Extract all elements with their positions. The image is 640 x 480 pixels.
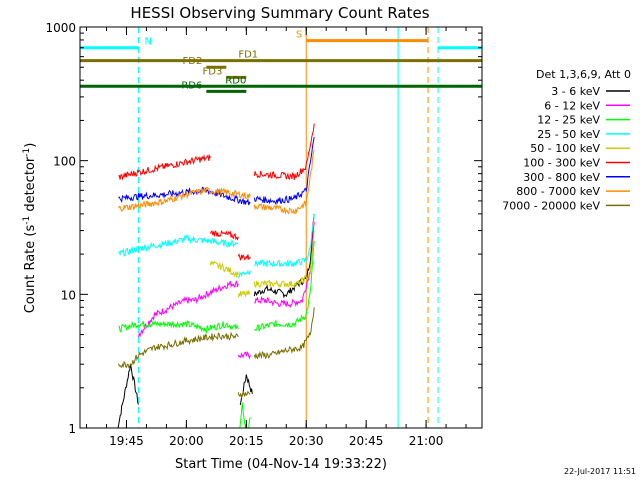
series-line bbox=[237, 390, 251, 399]
legend-label: 12 - 25 keV bbox=[537, 114, 600, 127]
event-markers bbox=[137, 27, 439, 428]
series-line bbox=[253, 307, 315, 360]
legend-label: 100 - 300 keV bbox=[523, 157, 600, 170]
flag-label: RD6 bbox=[181, 80, 202, 91]
series-line bbox=[118, 319, 239, 335]
flag-label: FD3 bbox=[203, 66, 223, 77]
series-line bbox=[118, 186, 251, 206]
legend-label: 7000 - 20000 keV bbox=[502, 199, 600, 212]
y-axis-label-c: ) bbox=[23, 143, 38, 148]
series-line bbox=[253, 137, 315, 206]
legend-label: 300 - 800 keV bbox=[523, 171, 600, 184]
flag-label: S bbox=[296, 30, 302, 41]
y-tick-label: 100 bbox=[53, 155, 76, 169]
x-tick-label: 20:15 bbox=[229, 434, 264, 448]
series-line bbox=[138, 280, 239, 338]
x-tick-label: 19:45 bbox=[109, 434, 144, 448]
flag-label: RD0 bbox=[225, 75, 246, 86]
x-tick-label: 20:45 bbox=[349, 434, 384, 448]
series-line bbox=[118, 234, 239, 258]
y-axis-label-a: Count Rate (s bbox=[23, 225, 38, 314]
series-line bbox=[254, 241, 315, 332]
x-tick-label: 20:30 bbox=[289, 434, 324, 448]
x-axis-ticks: 19:45 20:00 20:15 20:30 20:45 21:00 bbox=[86, 27, 467, 448]
x-tick-label: 21:00 bbox=[409, 434, 444, 448]
series-line bbox=[237, 268, 251, 280]
series-line bbox=[253, 149, 315, 215]
series-7 bbox=[118, 149, 315, 215]
series-line bbox=[254, 213, 315, 268]
chart-title: HESSI Observing Summary Count Rates bbox=[130, 4, 429, 22]
series-3 bbox=[118, 213, 315, 280]
series-line bbox=[209, 260, 239, 278]
series-1 bbox=[138, 221, 315, 360]
x-axis-label: Start Time (04-Nov-14 19:33:22) bbox=[175, 457, 387, 472]
series-line bbox=[254, 221, 315, 308]
series-0 bbox=[116, 213, 315, 429]
flag-label: FD2 bbox=[183, 56, 203, 67]
series-4 bbox=[209, 230, 315, 298]
legend-label: 25 - 50 keV bbox=[537, 128, 600, 141]
legend-label: 50 - 100 keV bbox=[530, 142, 600, 155]
series-2 bbox=[118, 241, 315, 429]
y-axis-label: Count Rate (s-1 detector-1) bbox=[22, 143, 38, 314]
y-tick-label: 1 bbox=[68, 422, 76, 436]
timestamp: 22-Jul-2017 11:51 bbox=[564, 467, 636, 476]
series-8 bbox=[118, 307, 315, 399]
y-tick-label: 1000 bbox=[45, 21, 76, 35]
series-line bbox=[116, 363, 139, 429]
series-line bbox=[253, 123, 315, 181]
series-line bbox=[239, 374, 253, 406]
series-line bbox=[118, 331, 239, 369]
x-tick-label: 20:00 bbox=[169, 434, 204, 448]
series-line bbox=[253, 230, 315, 289]
series-line bbox=[209, 230, 239, 241]
legend-label: 3 - 6 keV bbox=[551, 85, 600, 98]
series-line bbox=[237, 253, 251, 261]
series-line bbox=[237, 351, 251, 360]
y-axis-label-b: detector bbox=[23, 156, 38, 216]
series-5 bbox=[118, 123, 315, 261]
flag-label: N bbox=[144, 37, 151, 48]
series-line bbox=[237, 289, 251, 298]
legend-label: 800 - 7000 keV bbox=[516, 185, 600, 198]
series-line bbox=[118, 186, 251, 213]
y-axis-label-sup2: -1 bbox=[22, 148, 32, 157]
series-layer bbox=[116, 123, 315, 429]
legend-header: Det 1,3,6,9, Att 0 bbox=[536, 68, 631, 81]
y-axis-label-sup1: -1 bbox=[22, 216, 32, 225]
plot-frame bbox=[79, 26, 483, 429]
y-tick-label: 10 bbox=[61, 288, 76, 302]
series-line bbox=[118, 154, 211, 181]
flag-label: FD1 bbox=[238, 50, 258, 61]
series-6 bbox=[118, 137, 315, 206]
legend-label: 6 - 12 keV bbox=[544, 99, 600, 112]
y-axis-ticks: 1 10 100 1000 bbox=[45, 21, 482, 436]
series-line bbox=[238, 402, 251, 429]
